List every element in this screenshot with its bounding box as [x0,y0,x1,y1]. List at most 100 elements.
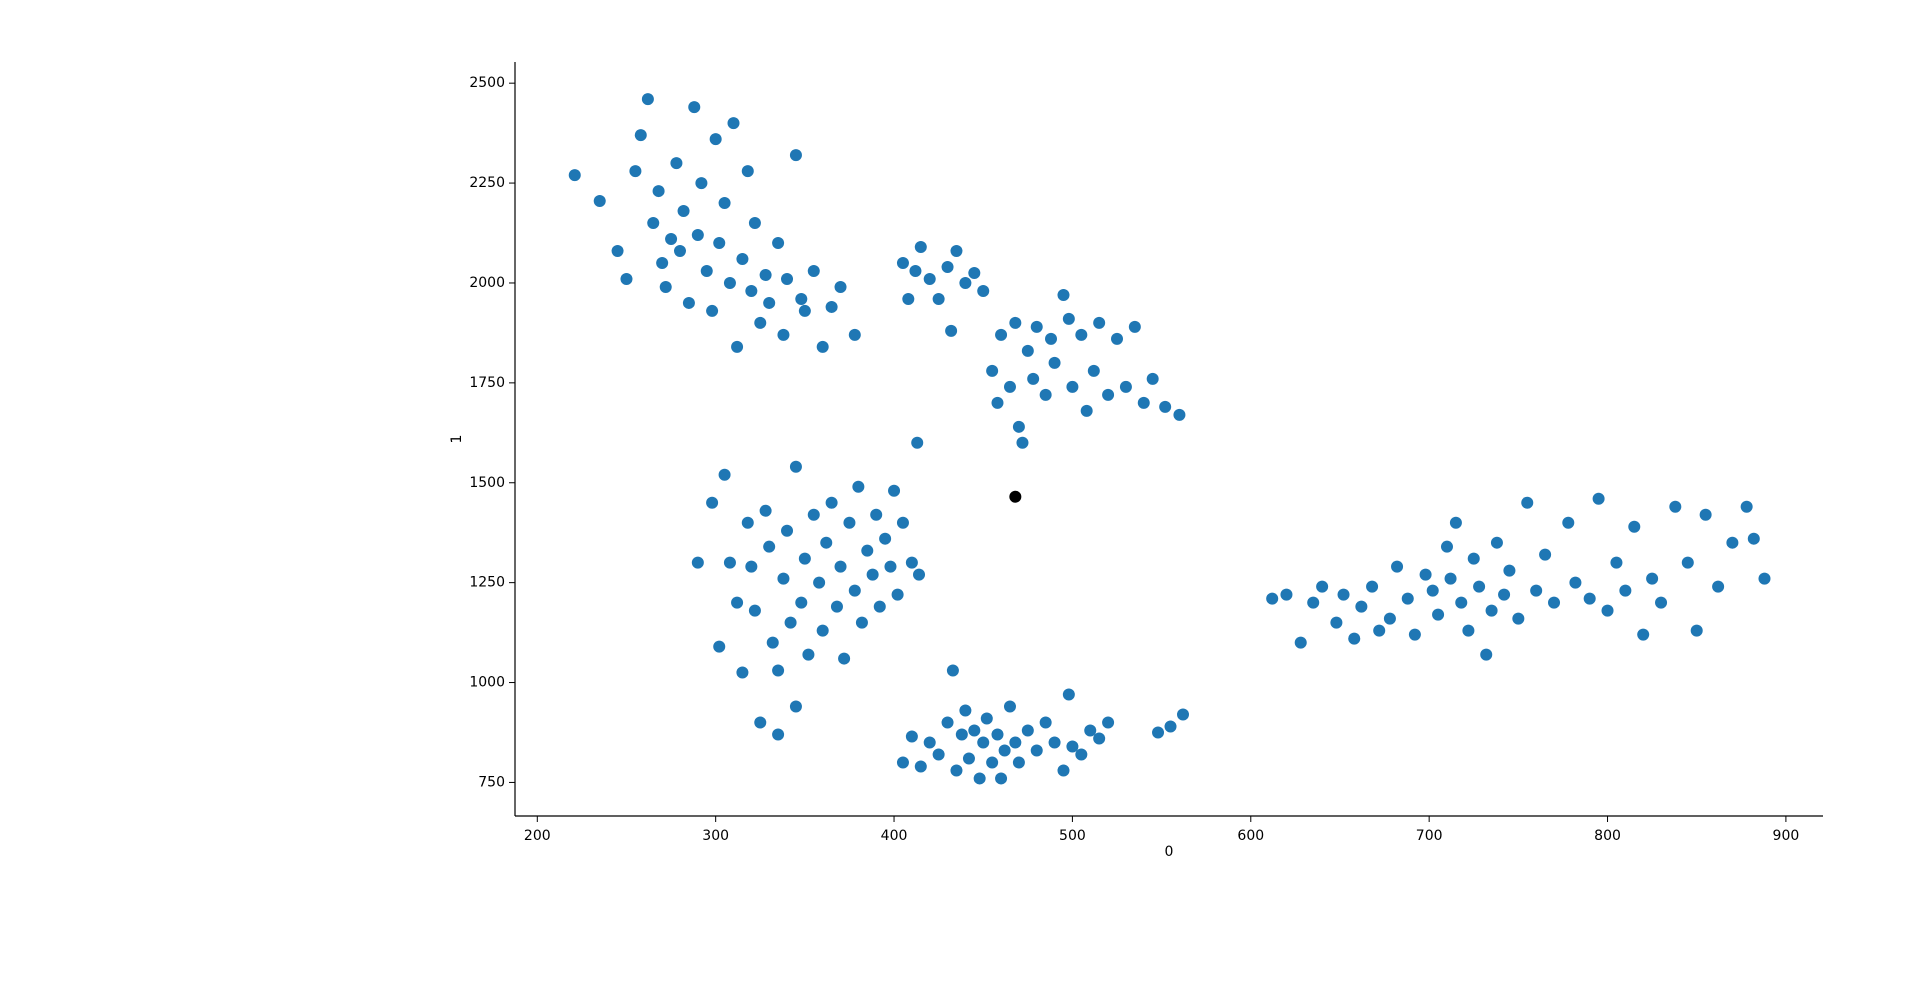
point [825,496,838,509]
point [1444,572,1457,585]
point [891,588,904,601]
point [1601,604,1614,617]
point [998,744,1011,757]
point [727,117,740,130]
point [1490,536,1503,549]
point [1562,516,1575,529]
point [855,616,868,629]
point [748,217,761,230]
point [1027,372,1040,385]
point [914,241,927,254]
point [1348,632,1361,645]
point [656,256,669,269]
point [700,264,713,277]
point [1057,288,1070,301]
point [1726,536,1739,549]
point [593,195,606,208]
point [884,560,897,573]
point [695,177,708,190]
point [923,272,936,285]
point [1462,624,1475,637]
point [766,636,779,649]
point [816,624,829,637]
point [1009,490,1022,503]
point [909,264,922,277]
point [789,149,802,162]
point [763,296,776,309]
point [1498,588,1511,601]
point [647,217,660,230]
point [902,292,915,305]
point [1146,372,1159,385]
point [980,712,993,725]
point [1003,700,1016,713]
y-axis-label: 1 [449,435,465,444]
point [1669,500,1682,513]
point [1111,332,1124,345]
point [991,728,1004,741]
point [1045,332,1058,345]
point [834,280,847,293]
point [1337,588,1350,601]
point [973,772,986,785]
point [1401,592,1414,605]
point [718,197,731,210]
point [945,324,958,337]
point [807,264,820,277]
point [1075,328,1088,341]
point [759,268,772,281]
point [1128,320,1141,333]
point [1740,500,1753,513]
point [1521,496,1534,509]
point [1137,396,1150,409]
y-tick-label: 750 [478,774,505,790]
point [995,328,1008,341]
point [995,772,1008,785]
point [861,544,874,557]
point [1294,636,1307,649]
point [1316,580,1329,593]
point [1102,716,1115,729]
point [731,596,744,609]
point [968,266,981,279]
point [723,276,736,289]
point [1075,748,1088,761]
point [986,364,999,377]
point [1330,616,1343,629]
point [1426,584,1439,597]
point [1455,596,1468,609]
point [1173,408,1186,421]
point [941,716,954,729]
point [1087,364,1100,377]
point [950,244,963,257]
point [798,552,811,565]
point [1690,624,1703,637]
point [736,666,749,679]
point [1467,552,1480,565]
point [977,736,990,749]
point [772,728,785,741]
point [977,284,990,297]
y-tick-label: 2500 [469,75,505,91]
point [1093,732,1106,745]
point [1391,560,1404,573]
point [1419,568,1432,581]
point [659,280,672,293]
x-tick-label: 700 [1416,828,1443,844]
point [1681,556,1694,569]
point [1119,380,1132,393]
point [888,484,901,497]
point [1093,316,1106,329]
point [772,664,785,677]
point [1102,388,1115,401]
point [1003,380,1016,393]
y-tick-label: 1000 [469,675,505,691]
point [677,205,690,218]
x-tick-label: 600 [1237,828,1264,844]
point [713,640,726,653]
point [896,256,909,269]
point [879,532,892,545]
point [795,596,808,609]
point [820,536,833,549]
point [745,284,758,297]
